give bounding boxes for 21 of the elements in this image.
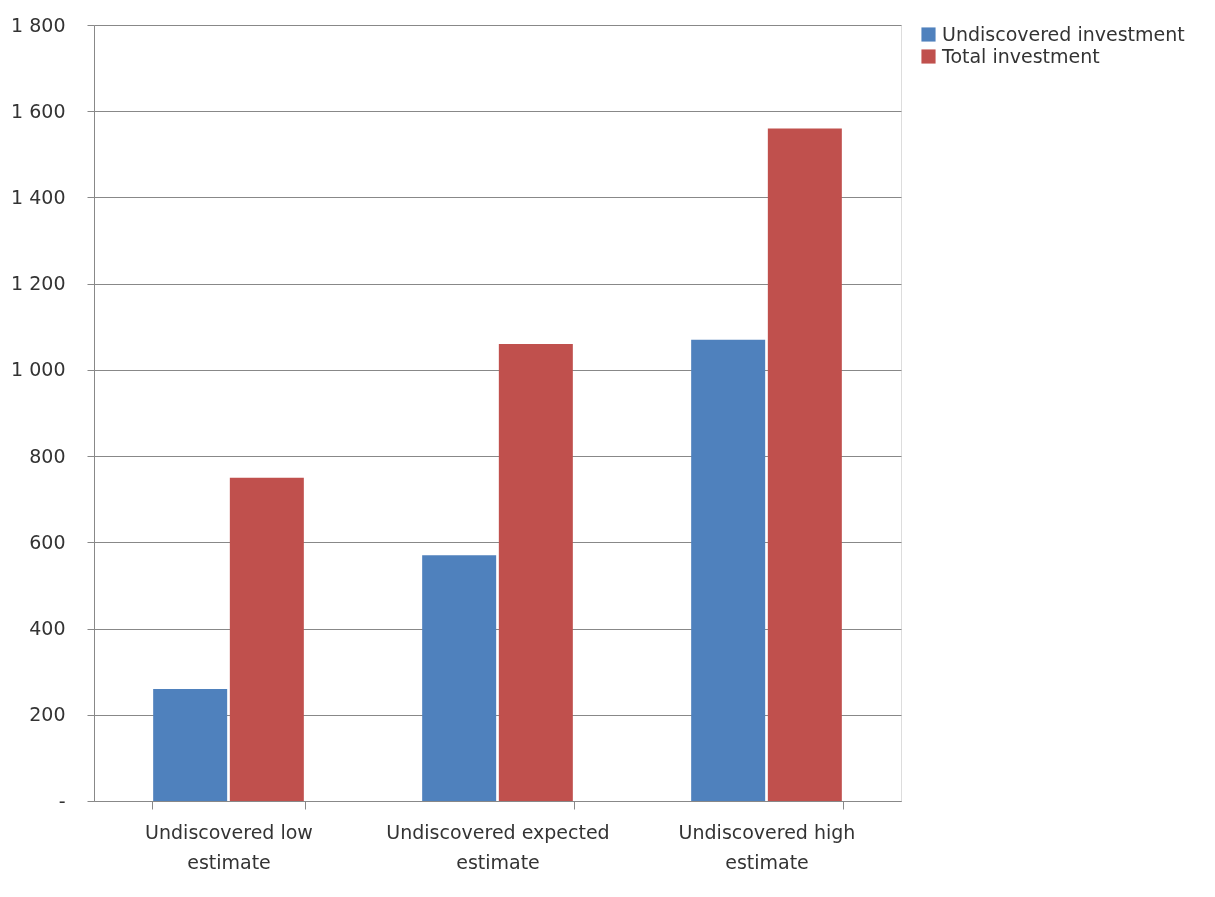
x-tick-label: Undiscovered expected estimate [386,820,610,873]
bar [767,128,842,801]
bar [153,688,228,801]
y-tick-label: 200 [29,703,66,726]
bar [422,555,497,801]
y-tick-label: 600 [29,530,66,553]
bar [229,477,304,801]
legend-label: Total investment [941,44,1100,67]
y-tick-label: 400 [29,617,66,640]
y-tick-label: 1 600 [11,99,66,122]
bar [691,339,766,801]
y-tick-label: 1 000 [11,358,66,381]
x-tick-label: Undiscovered low estimate [145,820,313,873]
bar [498,344,573,801]
x-tick-label: Undiscovered high estimate [678,820,856,873]
legend-label: Undiscovered investment [942,22,1185,45]
y-tick-label: - [58,789,66,812]
y-tick-label: 800 [29,444,66,467]
y-tick-label: 1 800 [11,13,66,36]
y-tick-label: 1 200 [11,272,66,295]
y-tick-label: 1 400 [11,185,66,208]
